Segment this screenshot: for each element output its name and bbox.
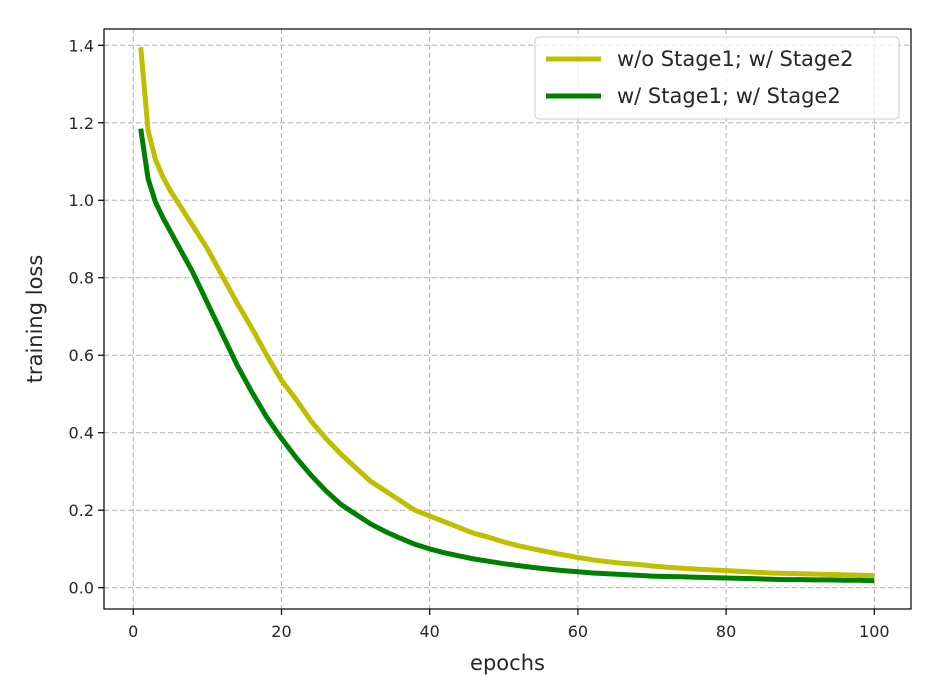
y-tick-label: 0.0 <box>69 579 94 598</box>
y-tick-label: 0.2 <box>69 501 94 520</box>
legend: w/o Stage1; w/ Stage2 w/ Stage1; w/ Stage… <box>534 36 900 120</box>
legend-label-1: w/o Stage1; w/ Stage2 <box>617 47 854 71</box>
y-tick-label: 0.8 <box>69 269 94 288</box>
y-axis-title: training loss <box>23 255 47 384</box>
x-tick-label: 100 <box>859 622 890 641</box>
x-tick-label: 40 <box>420 622 440 641</box>
x-tick-label: 60 <box>568 622 588 641</box>
x-tick-label: 80 <box>716 622 736 641</box>
y-tick-label: 1.4 <box>69 36 94 55</box>
series-line-1 <box>138 46 875 579</box>
y-tick-label: 0.6 <box>69 346 94 365</box>
plot-area-frame <box>103 28 912 610</box>
x-tick-label: 20 <box>271 622 291 641</box>
axis-ticks: 0 20 40 60 80 100 0.0 0.2 0.4 0.6 0.8 1.0 1.2 1.4 <box>69 36 890 641</box>
y-tick-label: 1.0 <box>69 191 94 210</box>
x-tick-label: 0 <box>128 622 138 641</box>
y-tick-label: 1.2 <box>69 114 94 133</box>
legend-frame <box>534 36 900 120</box>
legend-label-2: w/ Stage1; w/ Stage2 <box>617 84 841 108</box>
y-tick-label: 0.4 <box>69 424 94 443</box>
x-axis-title: epochs <box>470 651 545 675</box>
series-lines <box>138 46 875 584</box>
series-line-2 <box>138 128 875 584</box>
